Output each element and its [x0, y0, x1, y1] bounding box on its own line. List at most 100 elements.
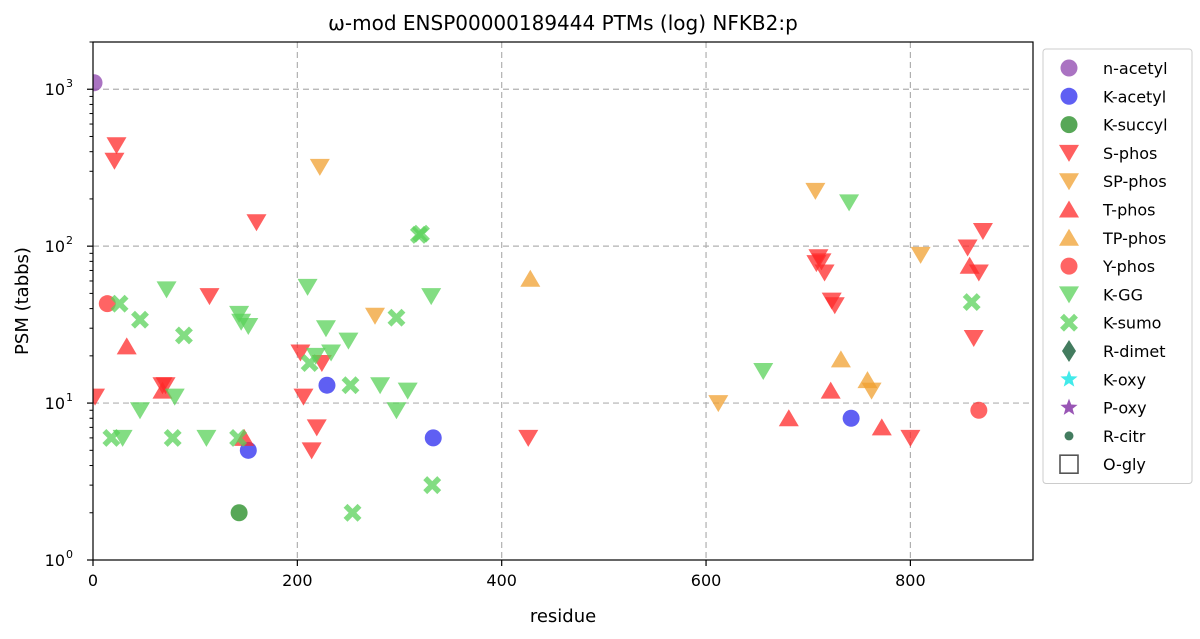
grid-lines: [93, 42, 1033, 560]
data-point: [365, 307, 385, 325]
data-point: [156, 281, 177, 299]
data-point: [962, 293, 981, 312]
data-point: [957, 239, 978, 257]
series-k-sumo: [102, 224, 981, 522]
y-tick-exponent: 2: [66, 234, 73, 247]
legend-label: K-GG: [1103, 285, 1143, 304]
data-point: [338, 332, 359, 350]
data-point: [106, 137, 127, 155]
legend-marker: [1059, 228, 1079, 246]
data-point: [343, 503, 362, 522]
data-point: [397, 382, 418, 400]
legend-marker: [1060, 370, 1078, 387]
data-point: [857, 371, 878, 389]
data-point: [811, 253, 832, 271]
data-point: [753, 363, 774, 381]
legend-entry: Y-phos: [1060, 257, 1155, 276]
legend-entry: P-oxy: [1060, 398, 1147, 418]
x-axis-label: residue: [530, 606, 596, 627]
data-point: [963, 329, 984, 347]
legend-marker: [1060, 87, 1078, 105]
data-point: [164, 388, 185, 406]
series-s-phos: [93, 137, 993, 460]
legend-marker: [1062, 340, 1076, 362]
data-point: [116, 337, 137, 355]
data-point: [830, 350, 851, 368]
y-axis-label: PSM (tabbs): [12, 247, 33, 355]
legend-marker: [1060, 257, 1078, 275]
legend-entry: SP-phos: [1059, 172, 1167, 191]
chart-title: ω-mod ENSP00000189444 PTMs (log) NFKB2:p: [328, 11, 798, 35]
data-point: [93, 74, 103, 92]
data-point: [805, 182, 826, 200]
data-point: [230, 504, 248, 522]
data-point: [341, 376, 360, 395]
legend-marker: [1059, 286, 1079, 304]
data-point: [318, 376, 336, 394]
series-tp-phos: [520, 269, 878, 389]
data-point: [820, 381, 841, 399]
legend-label: Y-phos: [1102, 257, 1155, 276]
data-point: [155, 377, 176, 395]
data-point: [152, 381, 173, 399]
legend-entry: n-acetyl: [1060, 59, 1168, 78]
legend-marker: [1059, 173, 1079, 191]
data-point: [778, 409, 799, 427]
legend-entry: K-succyl: [1060, 116, 1168, 135]
data-point: [290, 344, 311, 362]
data-point: [246, 214, 267, 232]
data-point: [301, 442, 322, 460]
legend-marker: [1060, 59, 1078, 77]
plot-frame: [92, 41, 1034, 561]
data-point: [871, 418, 892, 436]
data-point: [423, 476, 442, 495]
legend-label: P-oxy: [1103, 399, 1147, 418]
legend-label: T-phos: [1102, 201, 1156, 220]
data-point: [293, 388, 314, 406]
legend-label: n-acetyl: [1103, 59, 1168, 78]
data-point: [520, 269, 541, 287]
data-point: [309, 158, 330, 176]
x-tick-label: 200: [282, 571, 313, 590]
data-point: [824, 297, 845, 315]
data-point: [387, 308, 406, 327]
legend-entry: TP-phos: [1059, 228, 1166, 248]
y-tick-label: 10: [45, 80, 65, 99]
data-point: [110, 294, 129, 313]
legend-label: K-sumo: [1103, 314, 1161, 333]
legend-entry: K-acetyl: [1060, 87, 1166, 106]
y-tick-exponent: 3: [66, 77, 73, 90]
legend: n-acetyl K-acetyl K-succyl S-phos SP-phos T-p…: [1042, 48, 1193, 484]
data-point: [970, 401, 988, 419]
data-point: [163, 428, 182, 447]
data-point: [959, 256, 980, 274]
data-point: [238, 317, 259, 335]
series-k-acetyl: [239, 376, 860, 459]
series-k-succyl: [230, 504, 248, 522]
series-n-acetyl: [93, 74, 103, 92]
data-point: [196, 429, 217, 447]
data-point: [421, 288, 442, 306]
legend-label: K-succyl: [1103, 116, 1168, 135]
legend-label: R-citr: [1103, 427, 1146, 446]
x-tick-label: 800: [895, 571, 926, 590]
legend-label: K-oxy: [1103, 370, 1146, 389]
data-point: [900, 429, 921, 447]
legend-label: R-dimet: [1103, 342, 1166, 361]
data-point: [910, 246, 931, 264]
legend-entry: T-phos: [1059, 200, 1156, 220]
data-point: [300, 354, 319, 372]
data-point: [131, 310, 149, 329]
data-point: [708, 395, 729, 413]
legend-box: [1042, 48, 1193, 484]
data-point: [315, 320, 336, 338]
data-point: [130, 402, 150, 420]
legend-entry: R-dimet: [1062, 340, 1166, 362]
data-point: [229, 428, 248, 447]
data-point: [370, 377, 391, 395]
legend-entry: K-GG: [1059, 285, 1143, 304]
data-point: [972, 222, 993, 240]
